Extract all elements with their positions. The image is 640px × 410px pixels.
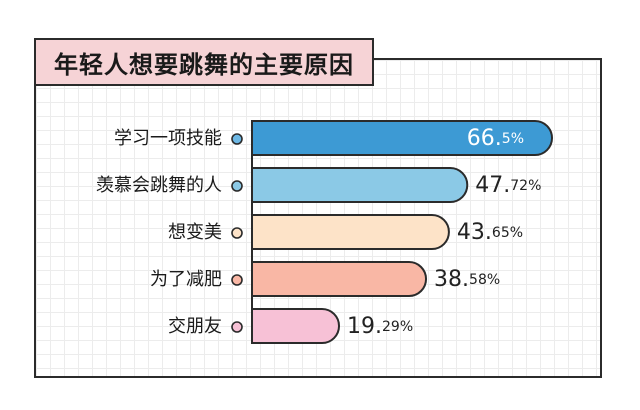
chart-title: 年轻人想要跳舞的主要原因 <box>34 38 374 86</box>
value-label: 38.58% <box>434 267 500 292</box>
bar <box>251 308 341 344</box>
category-marker-dot <box>231 180 243 192</box>
bar <box>251 120 553 156</box>
value-label: 43.65% <box>457 220 523 245</box>
bar <box>251 167 469 203</box>
category-label: 为了减肥 <box>150 269 222 290</box>
category-marker-dot <box>231 321 243 333</box>
value-label: 47.72% <box>475 173 541 198</box>
category-marker-dot <box>231 227 243 239</box>
bar <box>251 214 450 250</box>
category-label: 交朋友 <box>168 316 222 337</box>
value-label: 66.5% <box>467 126 524 151</box>
category-marker-dot <box>231 274 243 286</box>
category-label: 想变美 <box>168 222 222 243</box>
category-marker-dot <box>231 133 243 145</box>
category-label: 羡慕会跳舞的人 <box>96 175 222 196</box>
value-label: 19.29% <box>347 314 413 339</box>
category-label: 学习一项技能 <box>114 128 222 149</box>
bar <box>251 261 428 297</box>
